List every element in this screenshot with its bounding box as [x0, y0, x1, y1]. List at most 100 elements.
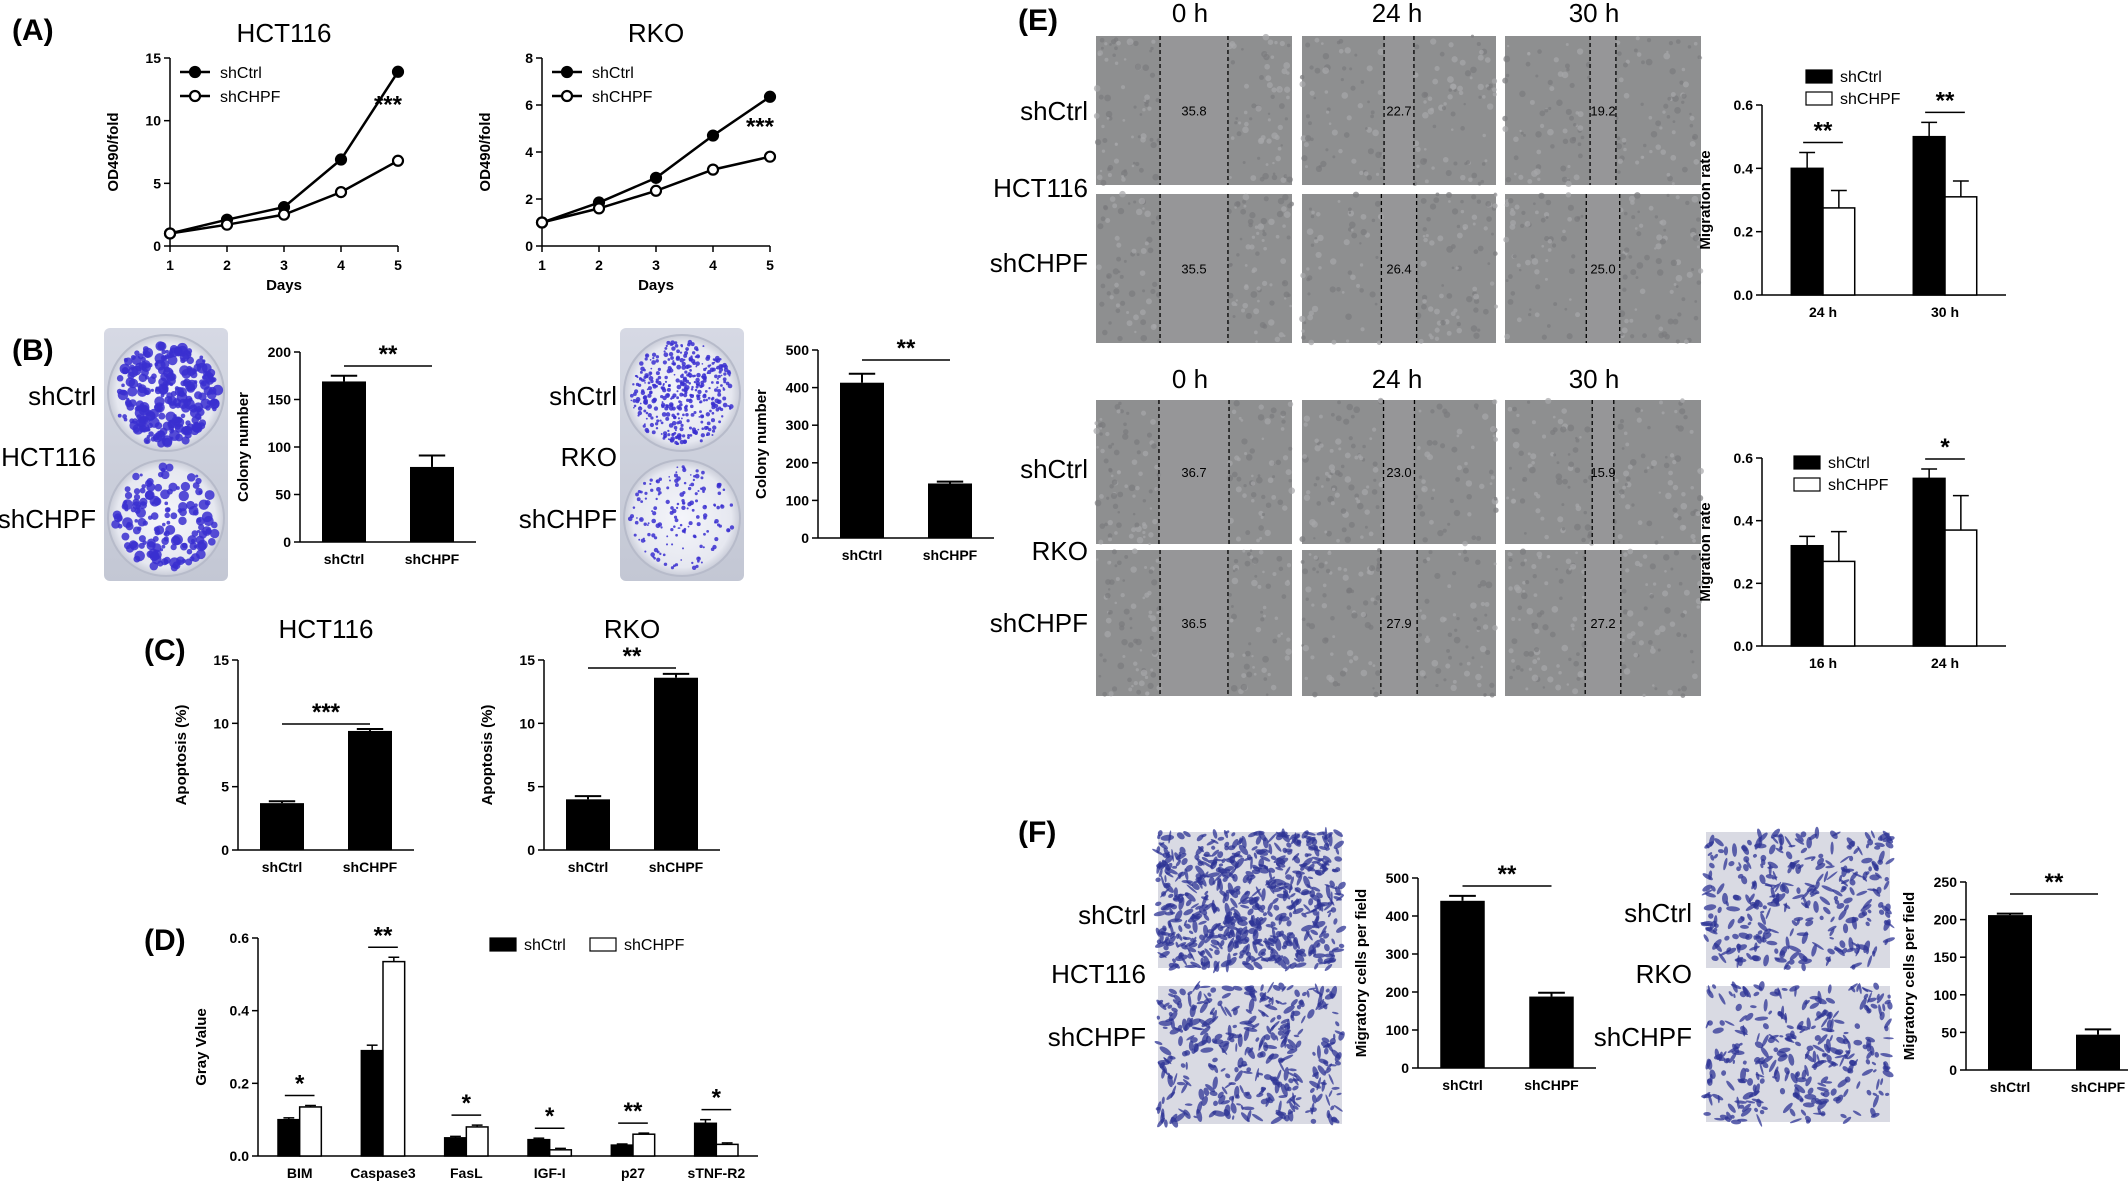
- chartA1-x-tick-label: 1: [166, 257, 174, 273]
- chartA1-legend-marker: [188, 89, 202, 103]
- chartC2-sig-label: **: [623, 643, 642, 670]
- dishB3-colony: [693, 380, 697, 384]
- dishB3-colony: [692, 361, 696, 365]
- chartB2-y-tick-label: 500: [786, 342, 810, 358]
- dishB3-colony: [689, 398, 692, 402]
- dishB3-colony: [701, 363, 704, 365]
- dishB3-colony: [705, 426, 709, 430]
- dishB1-colony: [137, 386, 148, 397]
- dishB3-colony: [676, 396, 680, 400]
- dishB1-colony: [148, 431, 154, 437]
- row-label-b-left-bottom: shCHPF: [0, 504, 96, 534]
- chartA2-x-tick-label: 2: [595, 257, 603, 273]
- dishB1-colony: [202, 359, 206, 363]
- chartC2-x-tick-label: shCHPF: [649, 859, 704, 875]
- dishB3-colony: [655, 355, 660, 359]
- chartD-bar-shCtrl-p27: [610, 1144, 634, 1157]
- dishB3-colony: [685, 379, 690, 384]
- dishB4-colony: [655, 497, 658, 501]
- wound-distance-label: 27.9: [1386, 616, 1411, 631]
- dishB4-colony: [649, 482, 652, 486]
- time-header-0h-bottom: 0 h: [1172, 364, 1208, 394]
- dishB3-colony: [656, 419, 660, 423]
- dishB3-colony: [684, 385, 690, 390]
- dishB3-colony: [681, 345, 683, 348]
- dishB1-colony: [131, 355, 142, 365]
- dishB3-colony: [644, 357, 648, 361]
- dishB4-colony: [700, 561, 703, 564]
- dishB3-colony: [710, 381, 714, 384]
- dishB3-colony: [710, 401, 715, 406]
- colony-dish-hct116-shctrl: [107, 334, 225, 452]
- dishB1-colony: [154, 359, 166, 371]
- chartF1-bar-shCHPF: [1529, 996, 1574, 1068]
- dishB1-colony: [180, 380, 187, 387]
- dishB1-colony: [131, 365, 142, 376]
- dishB2-colony: [158, 462, 168, 472]
- chartA1-series-line-shCHPF: [169, 159, 399, 235]
- dishB3-colony: [695, 365, 698, 368]
- chartC1-title: HCT116: [279, 614, 374, 644]
- dishB4-rim: [623, 459, 741, 577]
- chartA1-legend-marker: [188, 65, 202, 79]
- migration-rate-bar-rko: 0.0 0.2 0.4 0.6 Migration rate 16 h 24 h * shCtr…: [1697, 434, 2006, 671]
- chartA2-legend-marker: [560, 89, 574, 103]
- dishB3-colony: [700, 433, 705, 438]
- dishB2-colony: [161, 537, 169, 546]
- dishB3-colony: [723, 380, 727, 384]
- dishB3-colony: [705, 433, 709, 437]
- dishB3-colony: [640, 366, 645, 372]
- dishB1-colony: [167, 355, 178, 366]
- chartD-x-tick-label: FasL: [450, 1165, 483, 1181]
- dishB2-colony: [170, 544, 177, 551]
- dishB2-colony: [191, 530, 199, 537]
- dishB3-colony: [677, 435, 681, 439]
- dishB1-colony: [164, 395, 173, 405]
- dishB3-colony: [647, 386, 652, 391]
- dishB4-colony: [688, 521, 693, 526]
- chartF1-y-tick-label: 300: [1386, 946, 1410, 962]
- chartE2-bar-shCHPF-16 h: [1822, 560, 1856, 647]
- chartA2-y-label: OD490/fold: [477, 112, 494, 191]
- dishB4-colony: [702, 546, 705, 549]
- dishB3-colony: [728, 407, 732, 410]
- panel-label-c: (C): [144, 634, 186, 667]
- dishB4-colony: [652, 511, 657, 516]
- dishB2-colony: [204, 490, 215, 500]
- dishB3-colony: [683, 393, 688, 398]
- chartF2-y-tick-label: 250: [1934, 874, 1958, 890]
- dishB3-colony: [652, 384, 657, 389]
- dishB4-colony: [687, 525, 690, 528]
- wound-image-r2-c0: 36.7: [1093, 400, 1296, 546]
- dishB3-colony: [700, 385, 703, 388]
- dishB1-colony: [186, 351, 192, 357]
- dishB3-colony: [698, 416, 701, 418]
- dishB3-colony: [650, 367, 653, 370]
- chartB1-bar-shCtrl: [322, 381, 366, 542]
- dishB3-colony: [663, 350, 666, 353]
- dishB1-colony: [198, 392, 207, 401]
- dishB4-colony: [681, 501, 686, 505]
- dishB4-colony: [691, 508, 695, 512]
- chartA1-sig-label: ***: [374, 91, 403, 118]
- dishB3-colony: [717, 392, 722, 397]
- chartF1-y-tick-label: 0: [1401, 1060, 1409, 1076]
- dishB2-colony: [142, 540, 147, 545]
- chartC2-y-tick-label: 0: [527, 842, 535, 858]
- chartD-y-tick-label: 0.4: [230, 1003, 250, 1019]
- dishB1-colony: [150, 388, 154, 392]
- chartB2-y-tick-label: 400: [786, 380, 810, 396]
- chartA1-point-shCHPF: [220, 218, 234, 231]
- row-label-f-right-mid: RKO: [1636, 959, 1692, 989]
- dishB1-colony: [125, 377, 136, 387]
- dishB4-colony: [702, 504, 707, 510]
- dishB3-colony: [668, 402, 674, 407]
- dishB3-colony: [635, 382, 640, 387]
- chartE1-y-tick-label: 0.2: [1734, 224, 1754, 240]
- dishB3-colony: [675, 442, 679, 446]
- chartD-sig-label: *: [462, 1090, 472, 1117]
- dishB1-colony: [195, 406, 202, 413]
- chartF1-sig-label: **: [1498, 861, 1517, 888]
- chartA2-y-tick-label: 2: [525, 191, 533, 207]
- chartF1-y-label: Migratory cells per field: [1353, 889, 1370, 1057]
